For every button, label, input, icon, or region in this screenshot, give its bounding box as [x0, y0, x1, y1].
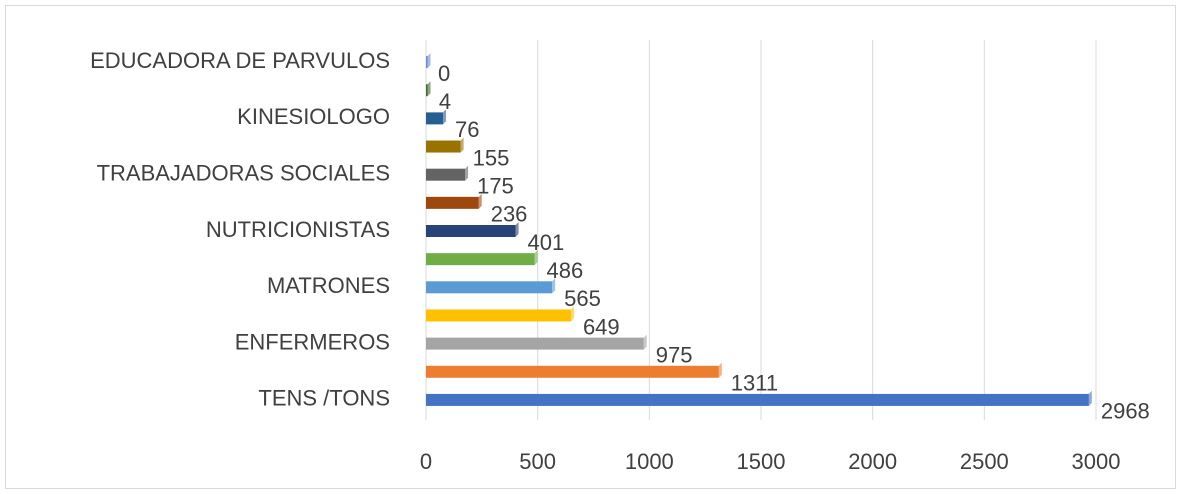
data-label: 4 [439, 89, 451, 114]
data-label: 565 [564, 286, 601, 311]
bar [426, 365, 719, 378]
bar-side [465, 165, 469, 181]
data-label: 975 [656, 342, 693, 367]
x-tick-label: 0 [420, 449, 432, 474]
data-label: 0 [438, 61, 450, 86]
bar [426, 281, 553, 294]
data-label: 175 [477, 174, 514, 199]
bar-side [442, 109, 446, 125]
bar [426, 84, 428, 97]
x-tick-label: 500 [519, 449, 556, 474]
bar-side [427, 81, 431, 97]
y-tick-label: TRABAJADORAS SOCIALES [97, 161, 390, 186]
bar [426, 337, 644, 350]
x-tick-label: 1500 [737, 449, 786, 474]
bar [426, 196, 479, 209]
bar-side [460, 137, 464, 153]
x-tick-label: 3000 [1072, 449, 1121, 474]
bar [426, 112, 443, 125]
y-tick-label: MATRONES [267, 273, 390, 298]
y-tick-label: EDUCADORA DE PARVULOS [90, 48, 390, 73]
bar-side [552, 278, 556, 294]
bar-side [427, 53, 431, 69]
bar [426, 225, 516, 237]
y-tick-label: KINESIOLOGO [237, 104, 390, 129]
data-label: 649 [583, 314, 620, 339]
bar-side [1088, 390, 1092, 406]
bar [426, 56, 428, 69]
x-tick-label: 1000 [625, 449, 674, 474]
y-tick-label: NUTRICIONISTAS [206, 217, 390, 242]
data-label: 401 [528, 230, 565, 255]
bar-side [643, 334, 647, 350]
bar-side [515, 222, 519, 237]
bar [426, 309, 571, 322]
bar [426, 393, 1089, 406]
bar-side [718, 362, 722, 378]
bar [426, 140, 461, 153]
x-tick-label: 2500 [960, 449, 1009, 474]
y-tick-label: TENS /TONS [258, 386, 390, 411]
bar [426, 168, 466, 181]
chart-border [5, 5, 1176, 489]
y-tick-label: ENFERMEROS [235, 329, 390, 354]
bar [426, 253, 535, 266]
x-tick-label: 2000 [848, 449, 897, 474]
data-label: 1311 [731, 371, 778, 396]
data-label: 2968 [1101, 399, 1150, 424]
data-label: 155 [473, 145, 510, 170]
data-label: 236 [491, 202, 528, 227]
bar-side [534, 250, 538, 266]
data-label: 486 [547, 258, 584, 283]
data-label: 76 [455, 117, 479, 142]
bar-side [478, 193, 482, 209]
bar-side [570, 306, 574, 322]
